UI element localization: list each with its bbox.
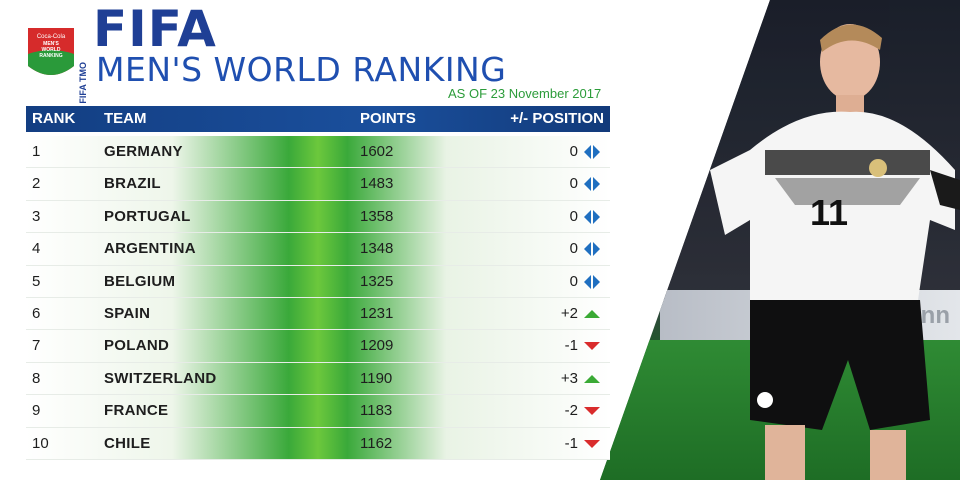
no-change-icon: [584, 209, 600, 225]
change-cell: 0: [569, 207, 578, 225]
points-cell: 1190: [360, 369, 393, 387]
table-row: 7 POLAND 1209 -1: [26, 330, 610, 363]
rank-cell: 4: [32, 240, 41, 258]
fifa-ranking-badge: Coca-Cola MEN'S WORLD RANKING: [28, 28, 74, 75]
up-arrow-icon: [584, 309, 600, 318]
change-cell: 0: [569, 175, 578, 193]
table-row: 6 SPAIN 1231 +2: [26, 297, 610, 331]
ranking-date: AS OF 23 November 2017: [448, 86, 602, 101]
change-cell: -2: [564, 402, 578, 420]
points-cell: 1231: [360, 304, 394, 322]
points-cell: 1483: [360, 175, 394, 193]
rank-cell: 1: [32, 143, 41, 160]
table-row: 4 ARGENTINA 1348 0: [26, 233, 610, 266]
table-header: RANK TEAM POINTS +/- POSITION: [26, 106, 610, 132]
no-change-icon: [584, 176, 600, 192]
down-arrow-icon: [584, 439, 600, 448]
table-row: 5 BELGIUM 1325 0: [26, 265, 610, 298]
change-cell: 0: [569, 240, 578, 258]
no-change-icon: [584, 241, 600, 257]
svg-text:Coca-Cola: Coca-Cola: [37, 34, 66, 40]
team-cell: SWITZERLAND: [104, 369, 217, 387]
ranking-table: 1 GERMANY 1602 0 2 BRAZIL 1483 0 3 PORTU…: [26, 136, 610, 460]
svg-text:MEN'S: MEN'S: [43, 41, 59, 47]
rank-cell: 5: [32, 272, 41, 290]
change-cell: +2: [560, 304, 578, 322]
rank-cell: 2: [32, 175, 41, 193]
points-cell: 1358: [360, 207, 394, 225]
points-cell: 1602: [360, 143, 394, 160]
down-arrow-icon: [584, 407, 600, 416]
points-cell: 1325: [360, 272, 394, 290]
table-row: 8 SWITZERLAND 1190 +3: [26, 362, 610, 396]
down-arrow-icon: [584, 342, 600, 351]
svg-text:RANKING: RANKING: [39, 53, 62, 59]
no-change-icon: [584, 274, 600, 290]
team-cell: BRAZIL: [104, 175, 161, 193]
rank-cell: 3: [32, 207, 41, 225]
player-photo: kann 11: [600, 0, 960, 480]
rank-cell: 8: [32, 369, 41, 387]
table-row: 9 FRANCE 1183 -2: [26, 395, 610, 428]
points-cell: 1348: [360, 240, 394, 258]
no-change-icon: [584, 144, 600, 160]
rank-cell: 6: [32, 304, 41, 322]
table-row: 1 GERMANY 1602 0: [26, 136, 610, 169]
change-cell: +3: [560, 369, 578, 387]
team-cell: CHILE: [104, 434, 151, 452]
team-cell: BELGIUM: [104, 272, 176, 290]
change-cell: -1: [564, 434, 578, 452]
svg-text:WORLD: WORLD: [42, 47, 61, 53]
rank-cell: 7: [32, 337, 41, 355]
fifa-tmo-mark: FIFA TMO: [78, 62, 88, 104]
table-row: 3 PORTUGAL 1358 0: [26, 200, 610, 234]
points-cell: 1162: [360, 434, 393, 452]
change-cell: -1: [564, 337, 578, 355]
change-cell: 0: [569, 143, 578, 160]
team-cell: POLAND: [104, 337, 170, 355]
team-cell: ARGENTINA: [104, 240, 196, 258]
team-cell: SPAIN: [104, 304, 151, 322]
team-cell: PORTUGAL: [104, 207, 191, 225]
points-cell: 1209: [360, 337, 394, 355]
jersey-number: 11: [810, 192, 848, 233]
points-cell: 1183: [360, 402, 393, 420]
change-cell: 0: [569, 272, 578, 290]
team-cell: FRANCE: [104, 402, 169, 420]
team-cell: GERMANY: [104, 143, 183, 160]
table-row: 2 BRAZIL 1483 0: [26, 168, 610, 201]
fifa-logo-text: FIFA: [93, 0, 217, 58]
up-arrow-icon: [584, 374, 600, 383]
col-position-change: +/- POSITION: [510, 110, 604, 127]
table-row: 10 CHILE 1162 -1: [26, 427, 610, 460]
col-team: TEAM: [104, 110, 147, 127]
col-points: POINTS: [360, 110, 416, 127]
rank-cell: 10: [32, 434, 49, 452]
page-title: MEN'S WORLD RANKING: [96, 50, 507, 89]
player-figure: 11: [710, 24, 960, 480]
rank-cell: 9: [32, 402, 41, 420]
col-rank: RANK: [32, 110, 76, 127]
